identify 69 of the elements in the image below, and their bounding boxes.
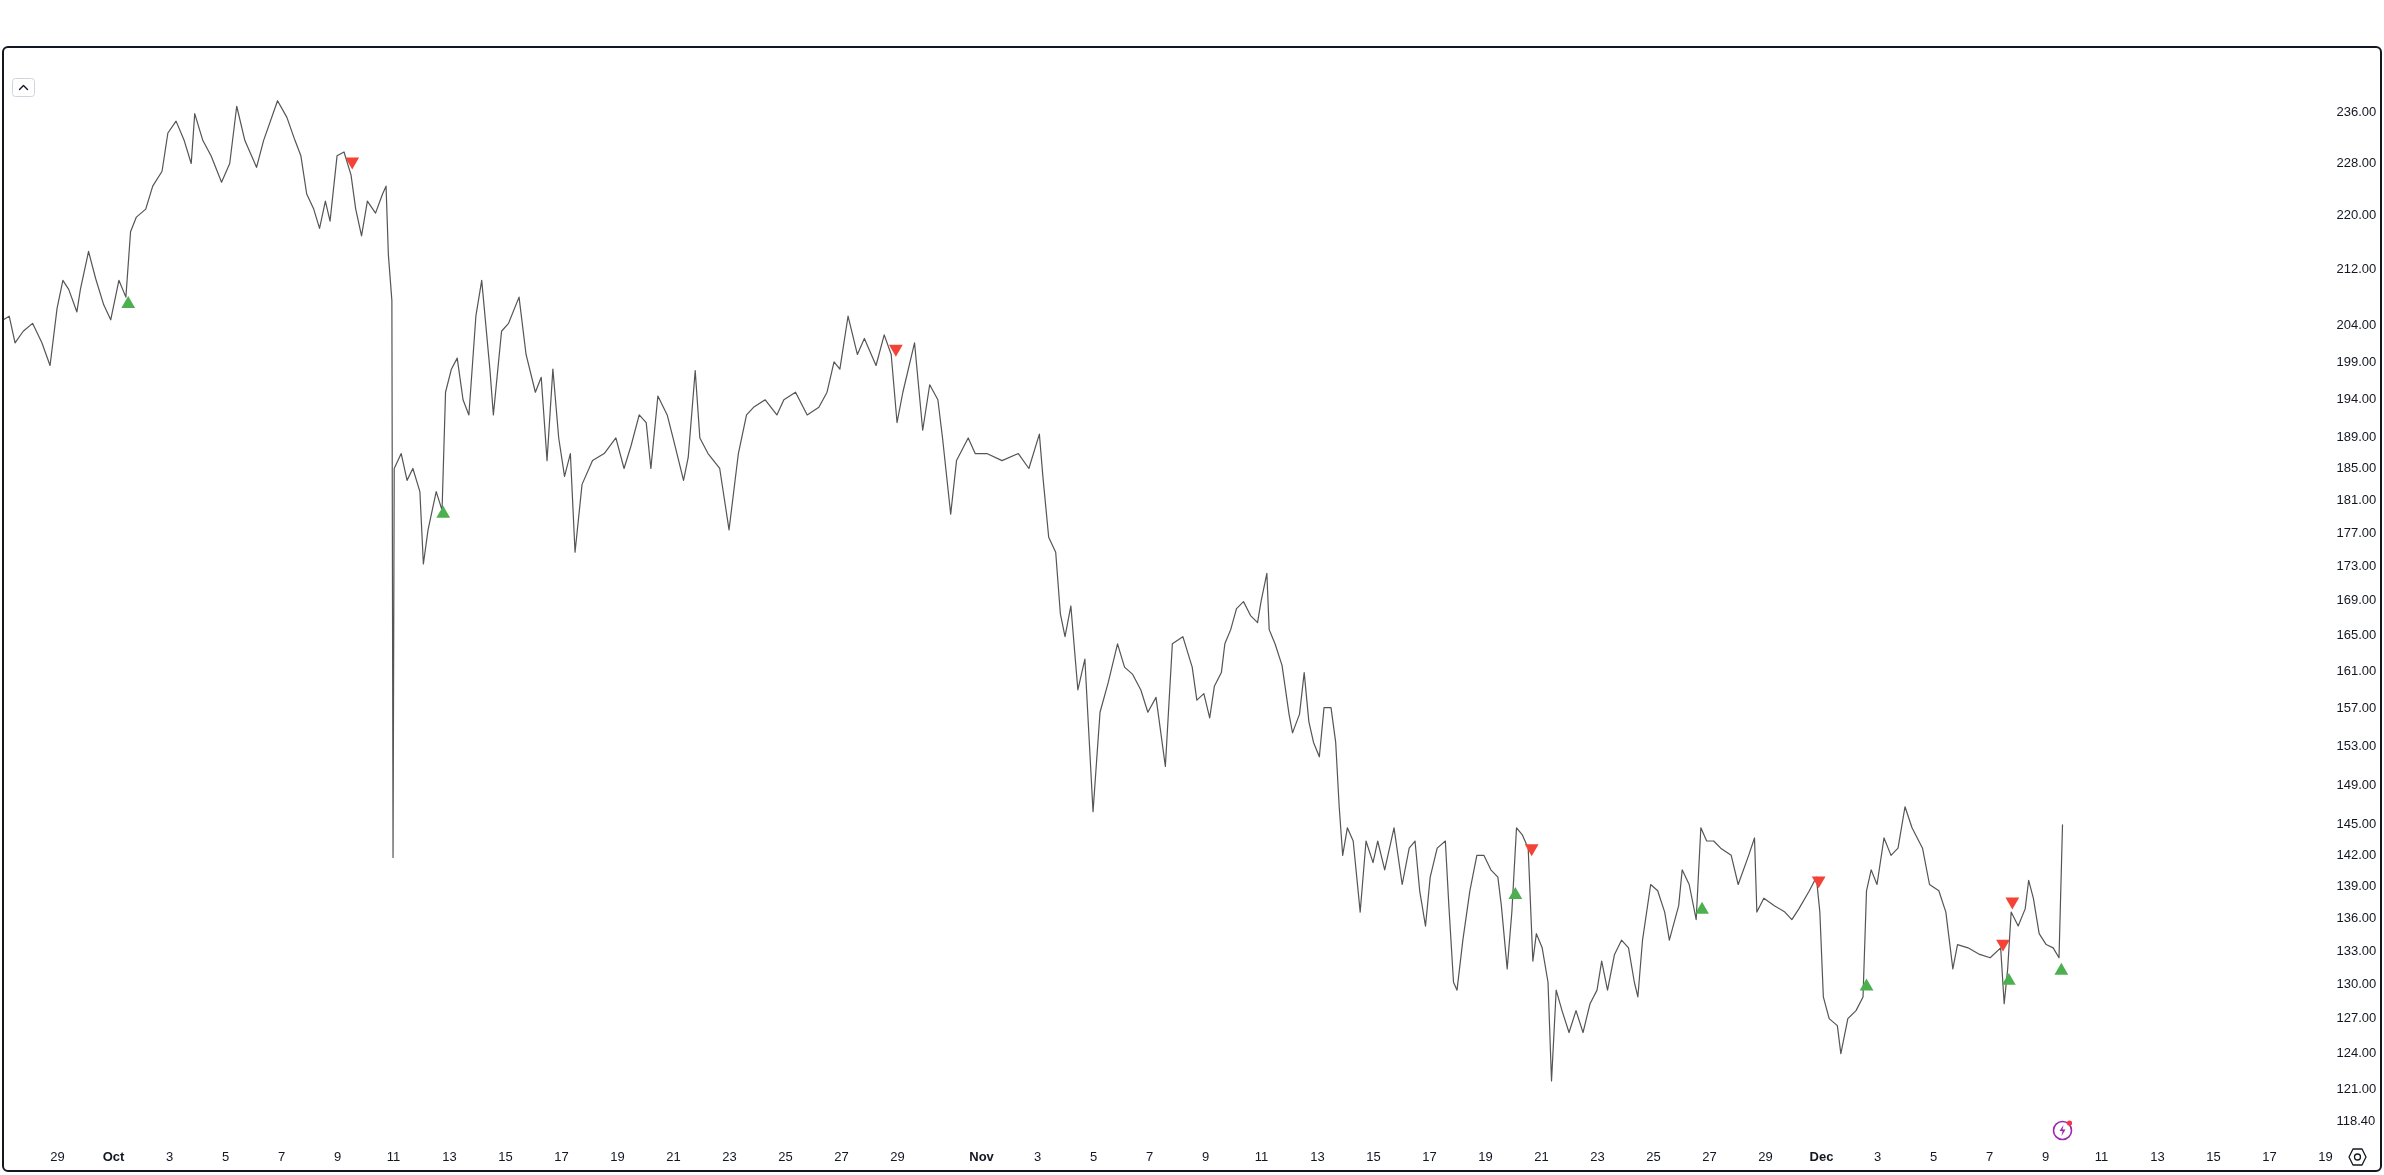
y-tick-label: 199.00 (2336, 353, 2377, 369)
y-tick-label: 124.00 (2336, 1044, 2377, 1060)
y-tick-label: 212.00 (2336, 261, 2377, 277)
y-tick-label: 130.00 (2336, 975, 2377, 991)
x-tick-label: 5 (1929, 1148, 1938, 1164)
x-tick-label: 5 (221, 1148, 230, 1164)
x-tick-label: 19 (610, 1148, 625, 1164)
x-tick-label: 3 (165, 1148, 174, 1164)
y-tick-label: 127.00 (2336, 1010, 2377, 1026)
x-tick-label: 11 (1254, 1148, 1269, 1164)
x-tick-label: 21 (1534, 1148, 1549, 1164)
x-tick-label: Oct (102, 1148, 126, 1164)
y-tick-label: 161.00 (2336, 663, 2377, 679)
x-tick-label: 15 (1366, 1148, 1381, 1164)
x-tick-label: 15 (498, 1148, 513, 1164)
y-tick-label: 149.00 (2336, 776, 2377, 792)
x-tick-label: 13 (2150, 1148, 2165, 1164)
x-tick-label: 13 (1310, 1148, 1325, 1164)
x-tick-label: 29 (1758, 1148, 1773, 1164)
x-tick-label: 23 (1590, 1148, 1605, 1164)
x-tick-label: 5 (1089, 1148, 1098, 1164)
y-tick-label: 236.00 (2336, 104, 2377, 120)
y-tick-label: 169.00 (2336, 592, 2377, 608)
x-tick-label: 27 (834, 1148, 849, 1164)
x-tick-label: 29 (50, 1148, 65, 1164)
x-tick-label: 21 (666, 1148, 681, 1164)
x-tick-label: 7 (277, 1148, 286, 1164)
x-tick-label: 3 (1873, 1148, 1882, 1164)
x-tick-label: 13 (442, 1148, 457, 1164)
x-tick-label: Nov (969, 1148, 995, 1164)
x-tick-label: 7 (1985, 1148, 1994, 1164)
y-tick-label: 121.00 (2336, 1080, 2377, 1096)
x-tick-label: 9 (333, 1148, 342, 1164)
x-tick-label: 17 (554, 1148, 569, 1164)
y-tick-label: 204.00 (2336, 317, 2377, 333)
y-tick-label: 136.00 (2336, 909, 2377, 925)
y-tick-label: 228.00 (2336, 154, 2377, 170)
y-tick-label: 118.40 (2336, 1112, 2376, 1128)
x-tick-label: 9 (1201, 1148, 1210, 1164)
y-tick-label: 153.00 (2336, 737, 2377, 753)
x-tick-label: 23 (722, 1148, 737, 1164)
x-tick-label: 19 (1478, 1148, 1493, 1164)
y-tick-label: 145.00 (2336, 816, 2377, 832)
x-tick-label: 17 (2262, 1148, 2277, 1164)
x-tick-label: 17 (1422, 1148, 1437, 1164)
x-tick-label: 15 (2206, 1148, 2221, 1164)
x-tick-label: 9 (2041, 1148, 2050, 1164)
y-tick-label: 142.00 (2336, 846, 2377, 862)
y-tick-label: 189.00 (2336, 428, 2377, 444)
x-tick-label: 11 (386, 1148, 401, 1164)
x-tick-label: 7 (1145, 1148, 1154, 1164)
x-tick-label: 19 (2318, 1148, 2333, 1164)
y-tick-label: 165.00 (2336, 627, 2377, 643)
x-tick-label: 25 (778, 1148, 793, 1164)
x-tick-label: 27 (1702, 1148, 1717, 1164)
y-tick-label: 139.00 (2336, 878, 2377, 894)
y-tick-label: 185.00 (2336, 460, 2377, 476)
y-tick-label: 157.00 (2336, 700, 2377, 716)
x-tick-label: 11 (2094, 1148, 2109, 1164)
y-tick-label: 194.00 (2336, 390, 2377, 406)
x-tick-label: 29 (890, 1148, 905, 1164)
y-tick-label: 133.00 (2336, 942, 2377, 958)
y-tick-label: 181.00 (2336, 492, 2377, 508)
y-tick-label: 173.00 (2336, 558, 2377, 574)
x-tick-label: 25 (1646, 1148, 1661, 1164)
y-tick-label: 177.00 (2336, 524, 2377, 540)
x-tick-label: 3 (1033, 1148, 1042, 1164)
x-tick-label: Dec (1809, 1148, 1834, 1164)
y-tick-label: 220.00 (2336, 206, 2377, 222)
